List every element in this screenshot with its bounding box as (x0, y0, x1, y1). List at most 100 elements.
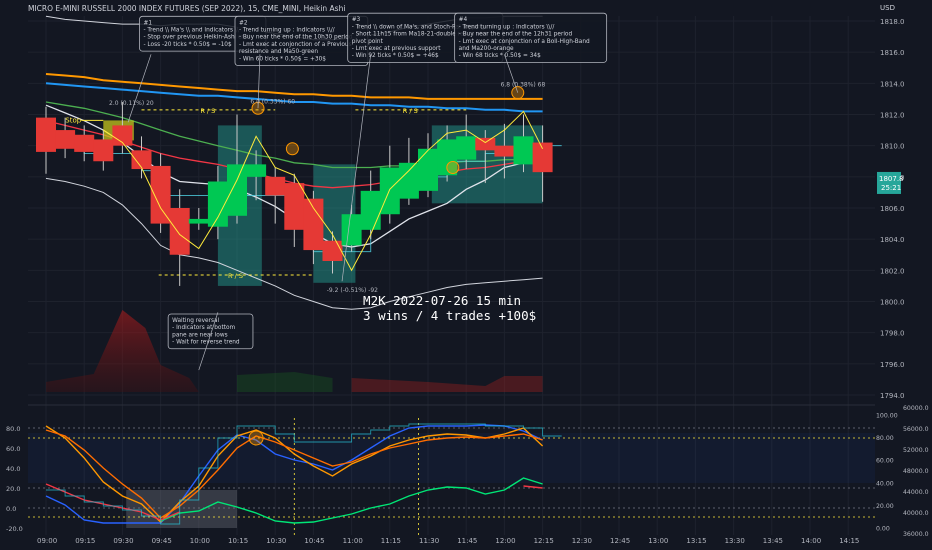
candle-body-up (207, 181, 228, 227)
volume-step-line (46, 423, 562, 525)
price-tick-label: 1796.0 (880, 361, 905, 369)
candle-body-up (341, 214, 362, 246)
oscillator-band (28, 433, 875, 483)
osc-left-tick: 60.0 (6, 445, 20, 453)
annotation-text: - Trend turning up : Indicators \\// (459, 24, 555, 30)
annotation-text: - Buy near the end of the 10h30 period (239, 35, 353, 41)
osc-left-tick: 80.0 (6, 425, 20, 433)
summary-line-1: M2K 2022-07-26 15 min (363, 293, 521, 308)
annotation-text: - Win 60 ticks * 0.50$ = +30$ (239, 56, 326, 62)
price-tick-label: 1802.0 (880, 267, 905, 275)
momentum-area-green (237, 372, 333, 392)
signal-line (103, 110, 544, 272)
candle-body-down (494, 145, 515, 157)
candle-body-up (418, 148, 438, 191)
time-tick-label: 11:45 (457, 537, 477, 545)
time-tick-label: 13:15 (686, 537, 706, 545)
candle-body-up (456, 136, 477, 160)
candle-body-up (513, 136, 534, 165)
time-tick-label: 10:45 (304, 537, 324, 545)
time-tick-label: 11:15 (381, 537, 401, 545)
oscillator-box (126, 490, 237, 528)
rs-label: R / S (228, 272, 243, 280)
time-tick-label: 09:45 (152, 537, 172, 545)
candle-body-up (398, 162, 419, 199)
time-tick-label: 13:30 (725, 537, 745, 545)
osc-right-tick: 60.00 (876, 458, 894, 465)
momentum-area-red (351, 376, 543, 392)
annotation-box (454, 12, 608, 63)
annotation-text: - Trend \\ Ma's \\ and Indicators \\ (144, 28, 239, 34)
time-tick-label: 09:00 (37, 537, 57, 545)
candle-body-down (55, 130, 76, 149)
candle-body-down (36, 117, 56, 152)
annotation-text: #1 (144, 20, 153, 26)
annotation-text: - Win 68 ticks * 0.50$ = 34$ (459, 53, 541, 59)
annotation-text: - Buy near the end of the 12h31 period (459, 32, 573, 38)
candle-body-down (303, 198, 324, 251)
summary-line-2: 3 wins / 4 trades +100$ (363, 308, 536, 323)
candle-body-down (112, 125, 133, 146)
price-tick-label: 1812.0 (880, 112, 905, 120)
candle-body-down (532, 142, 553, 173)
time-tick-label: 11:30 (419, 537, 439, 545)
time-tick-label: 14:00 (801, 537, 821, 545)
candle-body-up (246, 164, 267, 177)
candle-body-down (150, 165, 171, 224)
candle-body-down (322, 240, 343, 261)
trade-delta-label: -9.2 (-0.51%) -92 (327, 287, 378, 294)
candle-body-up (379, 167, 400, 215)
candle-body-up (188, 218, 209, 224)
trade-marker (285, 142, 299, 156)
countdown-label: 25:21 (881, 184, 901, 192)
candle-body-down (265, 176, 286, 196)
time-tick-label: 13:45 (763, 537, 783, 545)
ema-line-orange (45, 73, 543, 100)
annotation-text: - Lmt exec at conjonction of a Previous (239, 42, 352, 48)
price-tick-label: 1800.0 (880, 299, 905, 307)
price-tick-label: 1806.0 (880, 205, 905, 213)
osc-right-tick: 0.00 (876, 525, 890, 532)
osc-left-tick: 20.0 (6, 485, 20, 493)
bollinger-lower (45, 177, 543, 310)
time-tick-label: 10:30 (266, 537, 286, 545)
candle-body-down (169, 208, 190, 255)
price-tick-label: 1814.0 (880, 80, 905, 88)
candle-body-up (360, 190, 381, 230)
osc-right-tick: 40.00 (876, 480, 894, 487)
annotation-leader (198, 312, 219, 371)
annotation-text: - Short 11h15 from Ma18-21-double red, a… (352, 32, 489, 38)
trade-delta-label: 6.8 (0.38%) 68 (501, 81, 546, 88)
ema-line-blue (45, 82, 543, 113)
annotation-text: #4 (459, 17, 468, 23)
annotation-text: and Ma200-orange (459, 46, 514, 52)
currency-label: USD (880, 4, 895, 12)
annotation-text: Waiting reversal (172, 318, 219, 324)
osc-left-tick: 0.0 (6, 505, 16, 513)
candle-body-down (131, 150, 152, 170)
oscillator-marker (248, 430, 264, 446)
candle-body-down (475, 137, 496, 151)
volume-tick: 36000.0 (903, 531, 929, 538)
volume-tick: 52000.0 (903, 447, 929, 454)
annotation-text: pane are near lows (172, 332, 227, 338)
annotation-text: - Lmt exec at conjonction of a Boll-High… (459, 39, 590, 45)
volume-tick: 60000.0 (903, 405, 929, 412)
oscillator-line-orange1 (45, 425, 544, 523)
price-tick-label: 1794.0 (880, 392, 905, 400)
oscillator-line-green (160, 477, 543, 524)
annotation-text: - Stop over previous Heikin-Ashi cndl (144, 35, 251, 41)
osc-right-tick: 100.00 (876, 413, 898, 420)
time-tick-label: 12:45 (610, 537, 630, 545)
annotation-text: - Lmt exec at previous support (352, 46, 442, 52)
candle-body-down (74, 134, 95, 152)
annotation-box (167, 313, 254, 350)
price-tick-label: 1798.0 (880, 330, 905, 338)
annotation-text: #2 (239, 20, 248, 26)
annotation-text: - Win 92 ticks * 0.50$ = +46$ (352, 53, 439, 59)
momentum-area-red (46, 310, 199, 392)
oscillator-line-orange2 (45, 429, 543, 519)
annotation-text: - Indicators at bottom (172, 325, 235, 331)
